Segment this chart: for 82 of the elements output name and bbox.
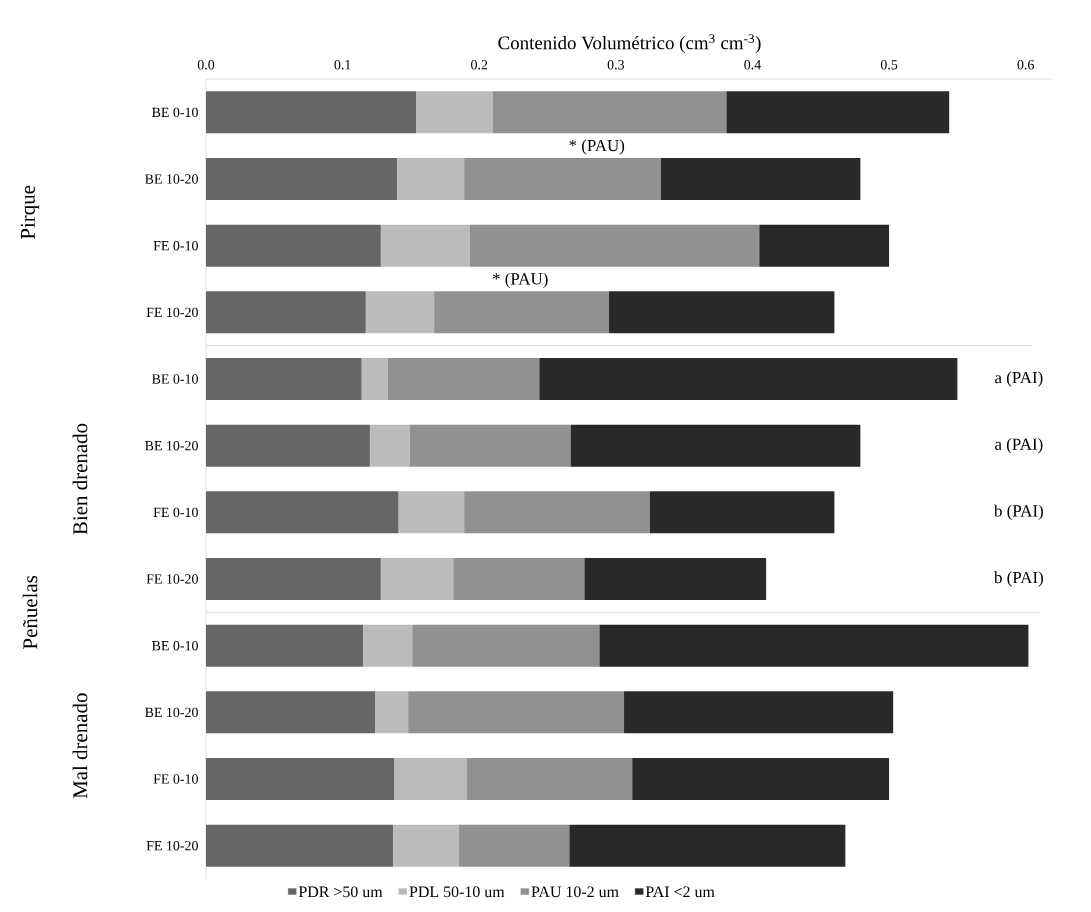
bar (206, 291, 366, 334)
text: Pirque (20, 185, 40, 240)
bar (206, 224, 381, 267)
bar (206, 624, 364, 667)
bar (632, 758, 890, 801)
bar (539, 358, 958, 401)
annotation: * (PAU) (492, 272, 548, 289)
y-tick-label: FE 0-10 (153, 507, 198, 518)
bar (464, 491, 650, 534)
bar (365, 291, 435, 334)
y-tick-label: BE 10-20 (145, 440, 198, 451)
y-tick-label: BE 10-20 (145, 174, 198, 184)
bar (380, 224, 470, 267)
bar (393, 824, 459, 867)
bar (206, 758, 395, 801)
bar (584, 558, 767, 601)
y-tick-label: FE 0-10 (153, 774, 198, 784)
x-tick-label: 0.1 (334, 60, 351, 70)
x-tick-label: 0.5 (880, 60, 898, 70)
bar (458, 824, 570, 867)
bar (453, 558, 585, 601)
y-tick-label: FE 10-20 (146, 574, 198, 584)
bar (409, 424, 571, 467)
bar (624, 691, 894, 734)
text: Bien drenado (72, 423, 88, 535)
bar (398, 491, 465, 534)
x-tick-label: 0.3 (607, 60, 625, 70)
annotation: b (PAI) (994, 504, 1043, 521)
text: Mal drenado (72, 693, 88, 799)
bar (369, 424, 410, 467)
y-tick-label: BE 0-10 (152, 107, 198, 118)
bar (408, 691, 625, 734)
legend-label: PDR >50 um (298, 886, 383, 898)
bar (434, 291, 610, 334)
bar (387, 358, 540, 401)
bar (363, 624, 413, 667)
x-tick-label: 0.6 (1017, 60, 1034, 70)
bar (416, 91, 493, 134)
bar (412, 624, 600, 667)
bar (397, 158, 465, 201)
bar (361, 358, 388, 401)
bar (609, 291, 835, 334)
bar (466, 758, 633, 801)
annotation: * (PAU) (569, 139, 625, 155)
bar (206, 158, 398, 201)
x-tick-label: 0.4 (744, 60, 761, 70)
bar (206, 824, 394, 867)
bar (206, 91, 417, 134)
y-tick-label: BE 0-10 (152, 374, 198, 384)
bar (206, 691, 376, 734)
y-tick-label: BE 10-20 (145, 707, 198, 718)
legend-label: PAU 10-2 um (531, 886, 619, 898)
bar (464, 158, 661, 201)
legend-label: PDL 50-10 um (409, 886, 505, 898)
bar (375, 691, 409, 734)
x-axis-title: Contenido Volumétrico (cm$^{3}$ cm$^{-3}$) (498, 34, 761, 54)
bar (569, 824, 846, 867)
legend-label: PAI <2 um (645, 886, 715, 898)
x-tick-label: 0.2 (471, 60, 488, 70)
bar (394, 758, 467, 801)
bar (206, 558, 381, 601)
y-tick-label: FE 0-10 (153, 240, 198, 251)
bar (660, 158, 861, 201)
bar (599, 624, 1029, 667)
bar (206, 358, 362, 401)
bar (380, 558, 454, 601)
annotation: a (PAI) (995, 371, 1043, 387)
annotation: b (PAI) (994, 571, 1043, 587)
bar (759, 224, 890, 267)
text: Peñuelas (22, 575, 38, 649)
y-tick-label: FE 10-20 (146, 840, 198, 851)
y-tick-label: BE 0-10 (152, 640, 198, 651)
y-tick-label: FE 10-20 (146, 307, 198, 318)
bar (206, 424, 370, 467)
x-tick-label: 0.0 (197, 60, 215, 70)
bar (726, 91, 950, 134)
annotation: a (PAI) (995, 438, 1043, 454)
bar (206, 491, 399, 534)
bar (492, 91, 727, 134)
bar (469, 224, 760, 267)
bar (570, 424, 861, 467)
bar (650, 491, 835, 534)
